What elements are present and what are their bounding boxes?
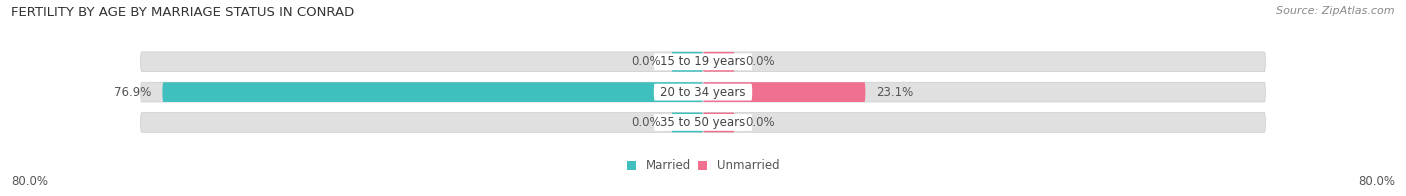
FancyBboxPatch shape [654,84,752,101]
Text: Source: ZipAtlas.com: Source: ZipAtlas.com [1277,6,1395,16]
Text: 0.0%: 0.0% [631,55,661,68]
FancyBboxPatch shape [654,114,752,131]
Text: 0.0%: 0.0% [745,55,775,68]
Text: 23.1%: 23.1% [876,86,912,99]
FancyBboxPatch shape [163,82,703,102]
FancyBboxPatch shape [141,113,1265,132]
Text: 0.0%: 0.0% [631,116,661,129]
Text: 15 to 19 years: 15 to 19 years [661,55,745,68]
Text: 20 to 34 years: 20 to 34 years [661,86,745,99]
Text: 76.9%: 76.9% [114,86,152,99]
FancyBboxPatch shape [141,82,1265,102]
Text: FERTILITY BY AGE BY MARRIAGE STATUS IN CONRAD: FERTILITY BY AGE BY MARRIAGE STATUS IN C… [11,6,354,19]
FancyBboxPatch shape [703,82,866,102]
FancyBboxPatch shape [703,113,734,132]
Legend: Married, Unmarried: Married, Unmarried [627,160,779,172]
Text: 80.0%: 80.0% [11,175,48,188]
Text: 35 to 50 years: 35 to 50 years [661,116,745,129]
FancyBboxPatch shape [703,52,734,72]
FancyBboxPatch shape [141,52,1265,72]
FancyBboxPatch shape [672,52,703,72]
Text: 80.0%: 80.0% [1358,175,1395,188]
Text: 0.0%: 0.0% [745,116,775,129]
FancyBboxPatch shape [654,54,752,70]
FancyBboxPatch shape [672,113,703,132]
